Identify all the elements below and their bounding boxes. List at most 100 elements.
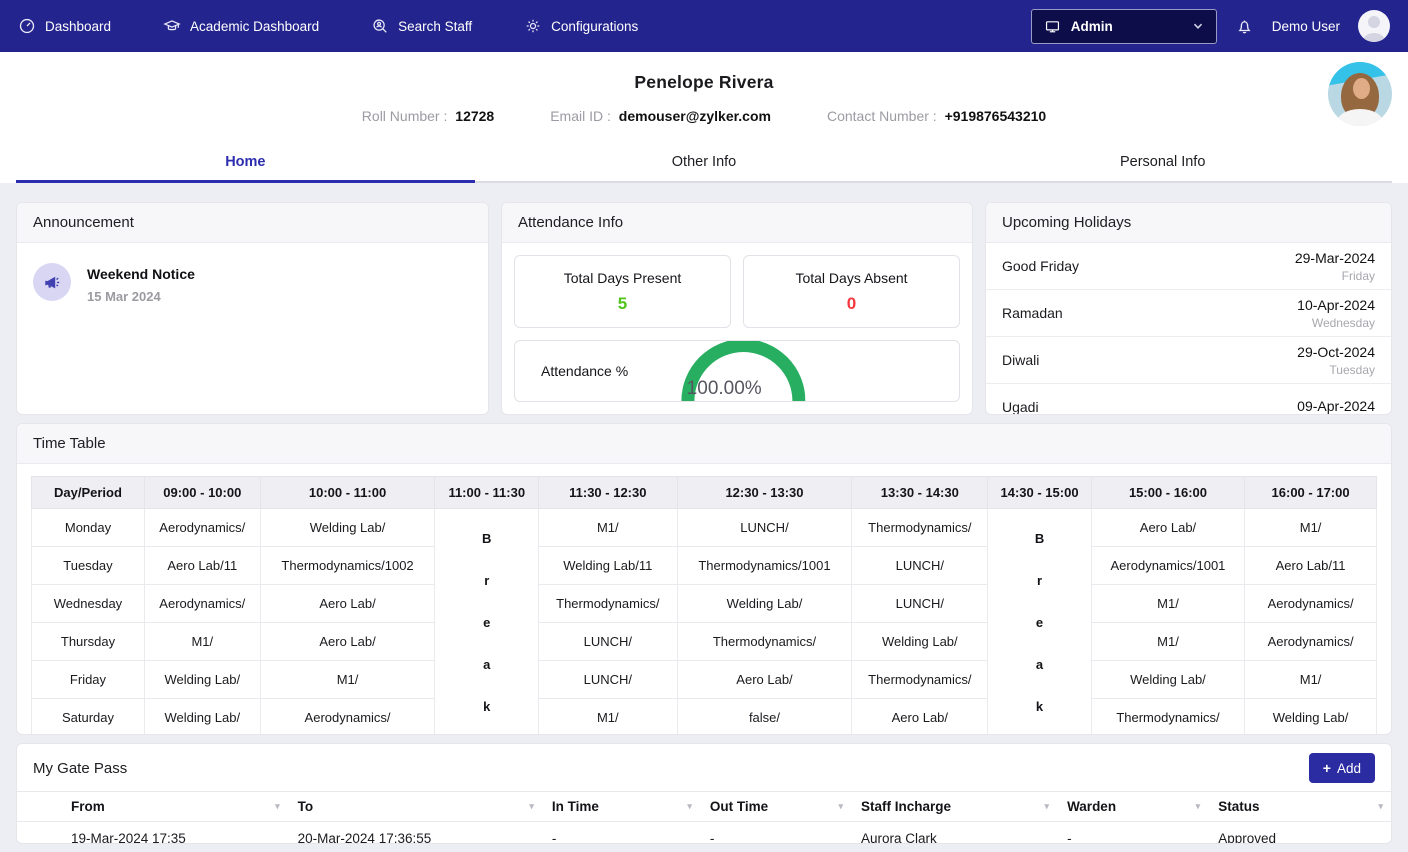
- gate-pass-cell-warden: -: [1057, 822, 1208, 845]
- timetable-cell: M1/: [1245, 661, 1377, 699]
- timetable-day: Thursday: [32, 623, 145, 661]
- roll-number-label: Roll Number :: [362, 108, 448, 124]
- add-gate-pass-button[interactable]: + Add: [1309, 753, 1375, 783]
- timetable-day: Saturday: [32, 699, 145, 736]
- timetable-cell: LUNCH/: [539, 623, 678, 661]
- roll-number-value: 12728: [455, 108, 494, 124]
- timetable-cell: Thermodynamics/: [677, 623, 852, 661]
- holiday-day: Friday: [1295, 269, 1375, 283]
- timetable-day: Monday: [32, 509, 145, 547]
- megaphone-icon: [33, 263, 71, 301]
- timetable-column-header: Day/Period: [32, 477, 145, 509]
- nav-items: Dashboard Academic Dashboard Search Staf…: [18, 17, 638, 35]
- gate-pass-row[interactable]: 19-Mar-2024 17:35 20-Mar-2024 17:36:55 -…: [17, 822, 1391, 845]
- timetable-header-row: Day/Period 09:00 - 10:00 10:00 - 11:00 1…: [32, 477, 1377, 509]
- contact-number-field: Contact Number : +919876543210: [827, 108, 1046, 124]
- timetable-day: Wednesday: [32, 585, 145, 623]
- timetable-cell: Aerodynamics/: [1245, 623, 1377, 661]
- gate-pass-column-from[interactable]: From▾: [61, 792, 288, 822]
- nav-item-label: Dashboard: [45, 19, 111, 34]
- gate-pass-cell-staff-incharge: Aurora Clark: [851, 822, 1057, 845]
- timetable-cell: LUNCH/: [852, 585, 988, 623]
- gate-pass-cell-from: 19-Mar-2024 17:35: [61, 822, 288, 845]
- timetable-cell: LUNCH/: [539, 661, 678, 699]
- gate-pass-column-in-time[interactable]: In Time▾: [542, 792, 700, 822]
- student-fields: Roll Number : 12728 Email ID : demouser@…: [0, 108, 1408, 124]
- role-selector[interactable]: Admin: [1031, 9, 1217, 44]
- holidays-list[interactable]: Good Friday 29-Mar-2024 Friday Ramadan 1…: [986, 243, 1391, 415]
- user-name: Demo User: [1272, 19, 1340, 34]
- avatar-head-shape: [1368, 16, 1380, 28]
- sort-icon[interactable]: ▾: [687, 801, 692, 812]
- tab-home[interactable]: Home: [16, 142, 475, 183]
- role-selector-value: Admin: [1071, 19, 1113, 34]
- timetable-column-header: 13:30 - 14:30: [852, 477, 988, 509]
- break-letter: B: [1035, 531, 1044, 546]
- holiday-row: Good Friday 29-Mar-2024 Friday: [986, 243, 1391, 290]
- timetable-cell: Thermodynamics/1001: [677, 547, 852, 585]
- sort-icon[interactable]: ▾: [1378, 801, 1383, 812]
- gate-pass-column-to[interactable]: To▾: [288, 792, 542, 822]
- timetable-column-header: 12:30 - 13:30: [677, 477, 852, 509]
- summary-cards-row: Announcement Weekend Notice 15 Mar 2024 …: [16, 202, 1392, 415]
- break-letter: k: [483, 699, 490, 714]
- timetable-cell: Thermodynamics/: [1091, 699, 1244, 736]
- timetable-cell: Thermodynamics/1002: [260, 547, 435, 585]
- timetable-cell: Aero Lab/11: [1245, 547, 1377, 585]
- nav-item-dashboard[interactable]: Dashboard: [18, 17, 111, 35]
- sort-icon[interactable]: ▾: [529, 801, 534, 812]
- timetable-cell: Aerodynamics/: [1245, 585, 1377, 623]
- nav-item-search-staff[interactable]: Search Staff: [371, 17, 472, 35]
- add-button-label: Add: [1337, 761, 1361, 776]
- gate-pass-select-column: [17, 792, 61, 822]
- timetable-row-tuesday: Tuesday Aero Lab/11 Thermodynamics/1002 …: [32, 547, 1377, 585]
- bell-icon[interactable]: [1235, 17, 1254, 36]
- sort-icon[interactable]: ▾: [838, 801, 843, 812]
- email-field: Email ID : demouser@zylker.com: [550, 108, 771, 124]
- timetable-card: Time Table Day/Period 09:00 - 10:00 10:0…: [16, 423, 1392, 735]
- holiday-date: 29-Mar-2024: [1295, 250, 1375, 266]
- announcement-card-title: Announcement: [17, 203, 488, 243]
- timetable-cell: Welding Lab/: [260, 509, 435, 547]
- timetable-cell: Thermodynamics/: [539, 585, 678, 623]
- gate-pass-column-out-time[interactable]: Out Time▾: [700, 792, 851, 822]
- holiday-name: Diwali: [1002, 352, 1039, 368]
- announcement-item[interactable]: Weekend Notice 15 Mar 2024: [17, 243, 488, 324]
- timetable-row-saturday: Saturday Welding Lab/ Aerodynamics/ M1/ …: [32, 699, 1377, 736]
- navbar-right: Admin Demo User: [1031, 9, 1390, 44]
- break-letter: r: [484, 573, 489, 588]
- announcement-text: Weekend Notice 15 Mar 2024: [87, 263, 195, 304]
- morning-break-cell: B r e a k: [435, 509, 539, 736]
- gate-pass-table: From▾ To▾ In Time▾ Out Time▾ Staff Incha…: [17, 791, 1391, 844]
- gate-pass-column-warden[interactable]: Warden▾: [1057, 792, 1208, 822]
- search-staff-icon: [371, 17, 389, 35]
- gate-pass-column-status[interactable]: Status▾: [1208, 792, 1391, 822]
- timetable-day: Tuesday: [32, 547, 145, 585]
- nav-item-academic-dashboard[interactable]: Academic Dashboard: [163, 17, 319, 35]
- gate-pass-title: My Gate Pass: [33, 760, 127, 777]
- timetable-cell: Aero Lab/: [260, 585, 435, 623]
- gate-pass-header-row: From▾ To▾ In Time▾ Out Time▾ Staff Incha…: [17, 792, 1391, 822]
- sort-icon[interactable]: ▾: [1045, 801, 1050, 812]
- user-avatar[interactable]: [1358, 10, 1390, 42]
- tab-other-info[interactable]: Other Info: [475, 142, 934, 183]
- student-profile-header: Penelope Rivera Roll Number : 12728 Emai…: [0, 52, 1408, 142]
- timetable-cell: false/: [677, 699, 852, 736]
- timetable-cell: Aerodynamics/: [144, 585, 260, 623]
- sort-icon[interactable]: ▾: [1196, 801, 1201, 812]
- timetable-cell: Welding Lab/: [144, 699, 260, 736]
- student-name: Penelope Rivera: [0, 72, 1408, 93]
- tab-personal-info[interactable]: Personal Info: [933, 142, 1392, 183]
- email-value: demouser@zylker.com: [619, 108, 771, 124]
- total-days-absent-box: Total Days Absent 0: [743, 255, 960, 328]
- timetable-day: Friday: [32, 661, 145, 699]
- holiday-row: Ramadan 10-Apr-2024 Wednesday: [986, 290, 1391, 337]
- timetable-cell: Welding Lab/: [677, 585, 852, 623]
- sort-icon[interactable]: ▾: [275, 801, 280, 812]
- timetable-cell: Welding Lab/: [144, 661, 260, 699]
- nav-item-configurations[interactable]: Configurations: [524, 17, 638, 35]
- timetable-cell: M1/: [144, 623, 260, 661]
- timetable-row-monday: Monday Aerodynamics/ Welding Lab/ B r e …: [32, 509, 1377, 547]
- contact-number-label: Contact Number :: [827, 108, 937, 124]
- gate-pass-column-staff-incharge[interactable]: Staff Incharge▾: [851, 792, 1057, 822]
